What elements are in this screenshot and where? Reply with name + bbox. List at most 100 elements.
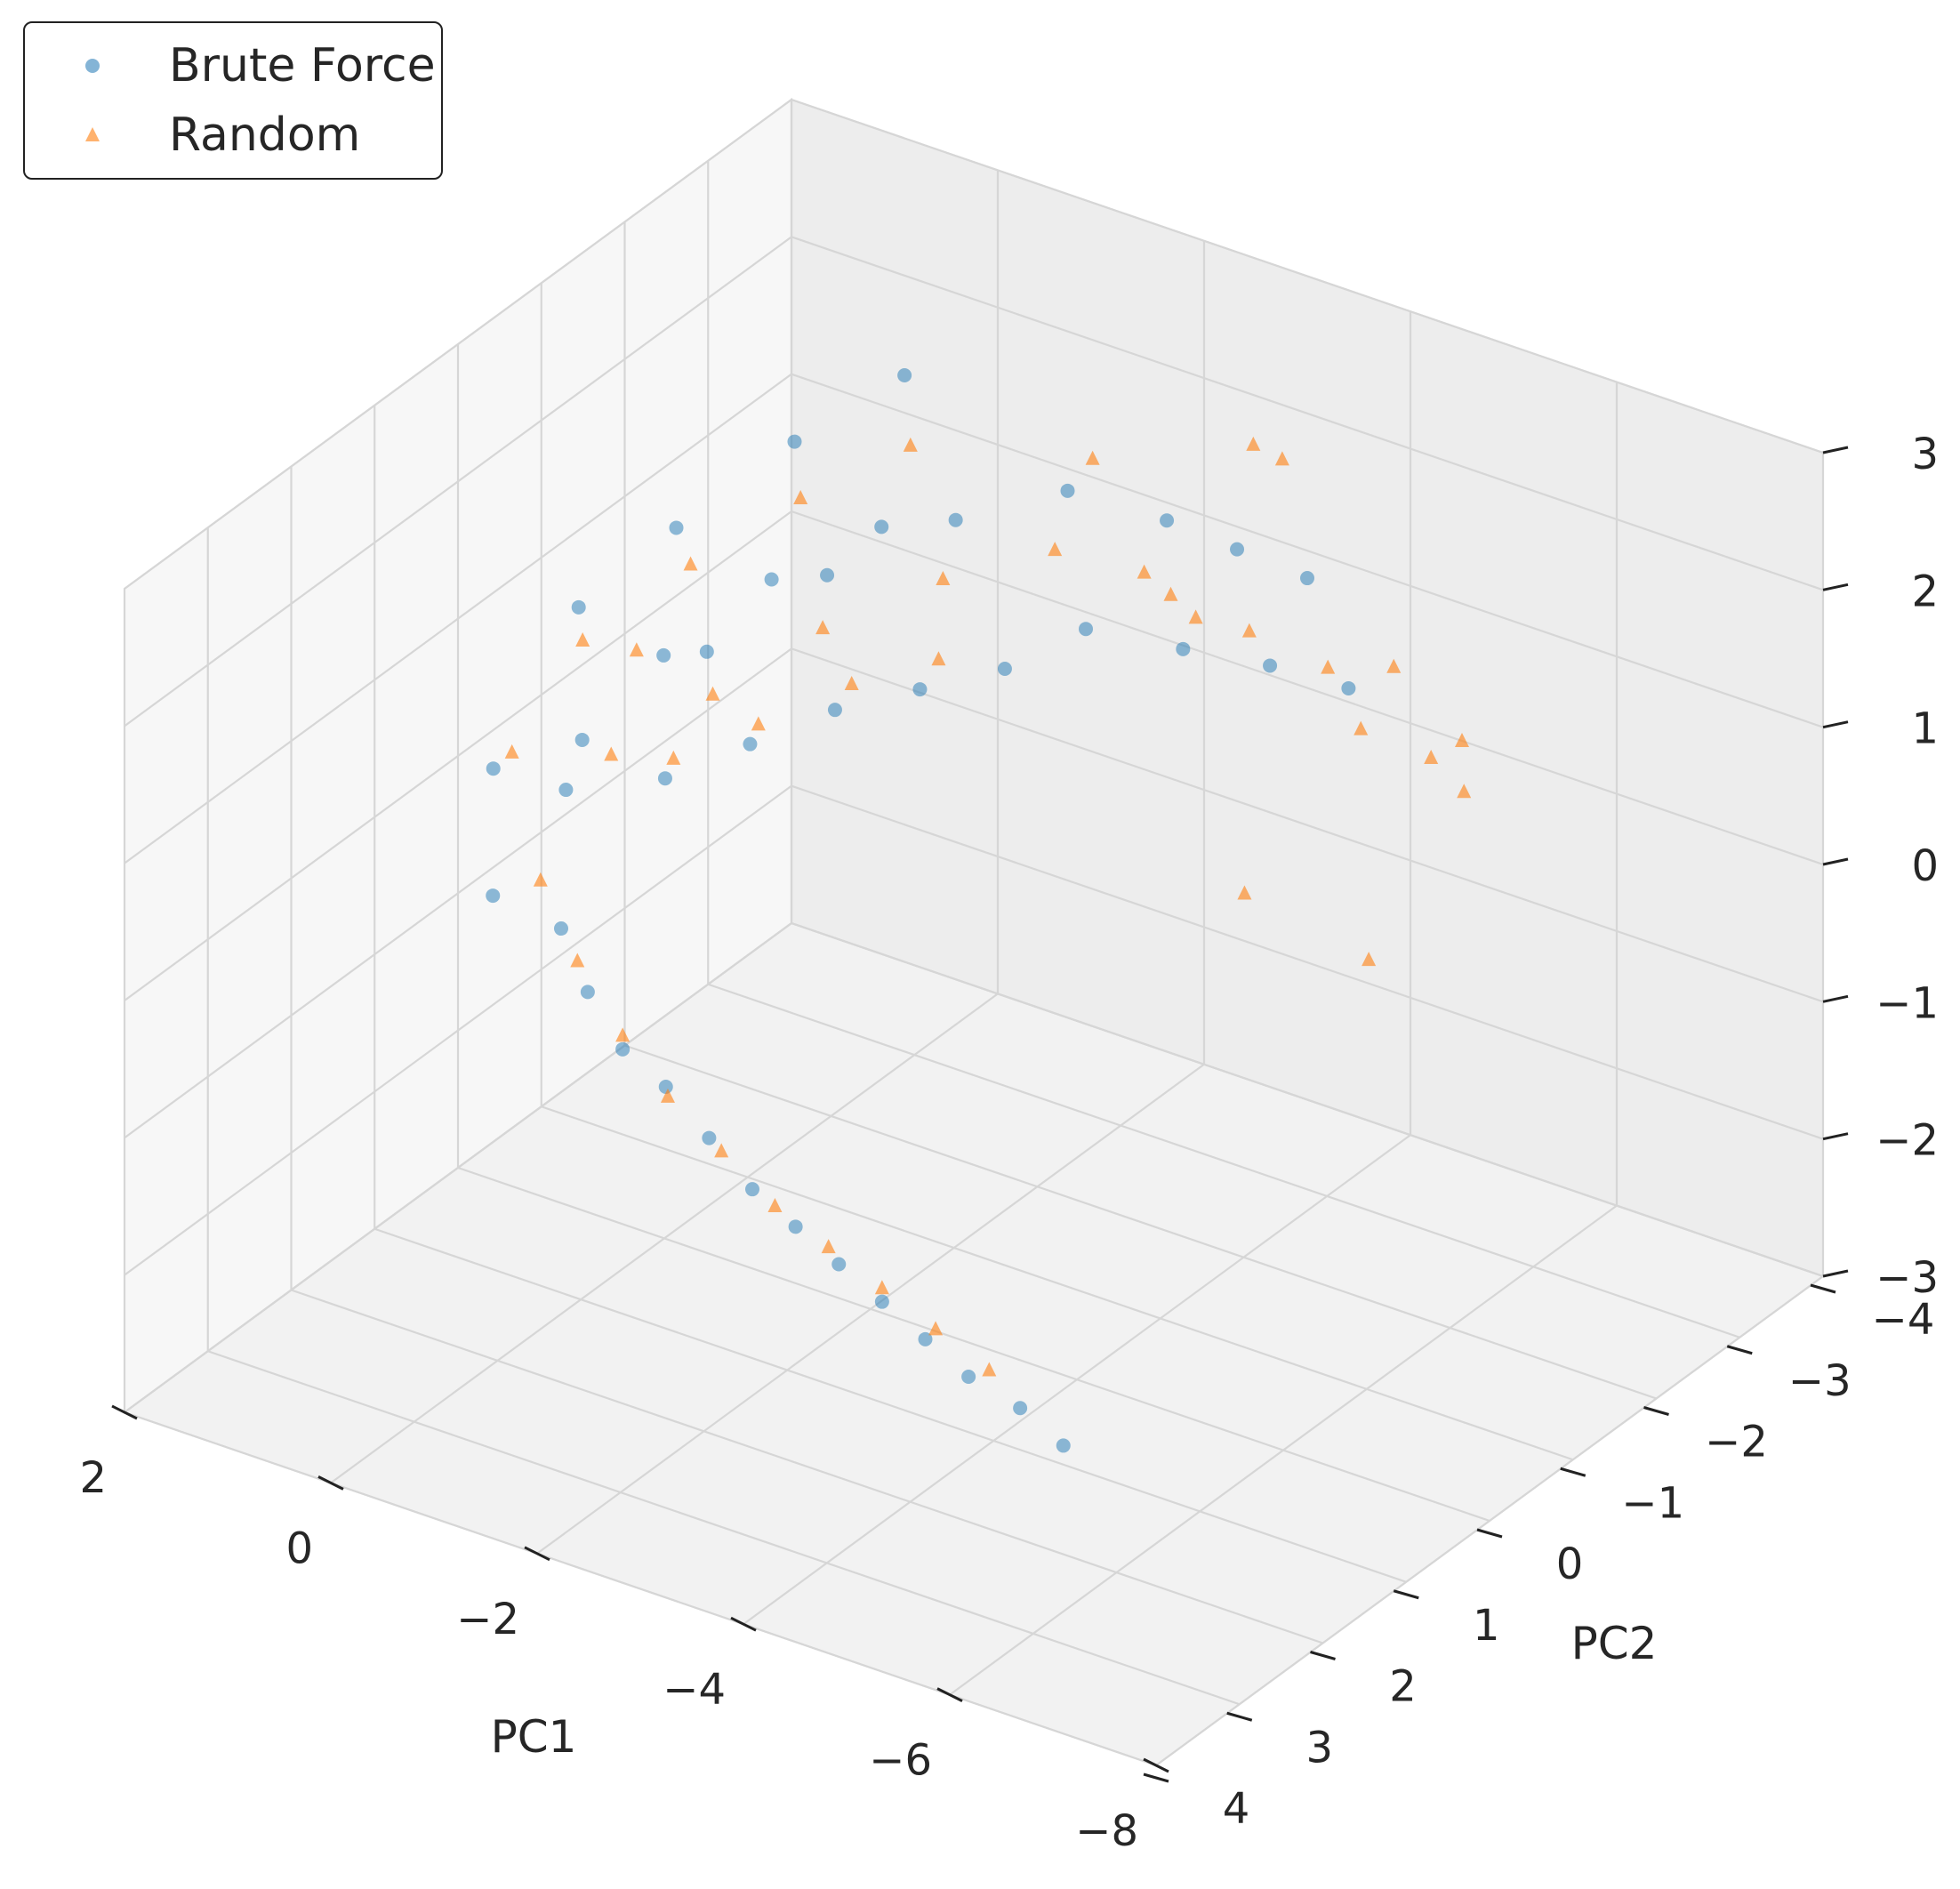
point-brute-force [831, 1257, 847, 1272]
y-tick-label: −1 [1621, 1478, 1684, 1528]
point-brute-force [745, 1182, 759, 1197]
y-tick-mark [1726, 1345, 1753, 1355]
grid-z-rightwall [791, 373, 1824, 728]
point-random [815, 620, 831, 635]
point-brute-force [948, 512, 963, 527]
point-random [751, 716, 766, 731]
point-random [1386, 658, 1402, 673]
grid-z-leftwall [124, 510, 792, 1001]
z-tick-label: 1 [1911, 704, 1939, 754]
point-brute-force [571, 599, 586, 615]
point-brute-force [1079, 622, 1093, 637]
y-tick-mark [1643, 1406, 1669, 1416]
point-random [1241, 623, 1257, 638]
x-tick-mark [1143, 1757, 1169, 1773]
x-tick-label: −2 [456, 1595, 519, 1644]
point-brute-force [1056, 1438, 1071, 1453]
x-tick-label: 0 [285, 1523, 313, 1573]
point-brute-force [580, 985, 595, 1000]
point-random [1321, 659, 1336, 674]
point-brute-force [558, 783, 574, 798]
point-random [1163, 586, 1178, 601]
point-brute-force [918, 1331, 933, 1346]
point-random [1137, 564, 1152, 579]
point-random [660, 1088, 675, 1103]
point-brute-force [1013, 1401, 1028, 1416]
point-random [928, 1321, 944, 1336]
z-tick-mark [1822, 857, 1849, 866]
point-brute-force [486, 761, 501, 776]
y-tick-label: 3 [1305, 1723, 1333, 1772]
grid-z-rightwall [791, 510, 1824, 866]
point-random [1274, 451, 1289, 466]
point-random [1455, 733, 1469, 748]
z-tick-mark [1822, 1132, 1849, 1141]
y-axis-label: PC2 [1571, 1618, 1658, 1669]
y-tick-mark [1560, 1467, 1586, 1477]
point-random [821, 1239, 836, 1254]
point-random [615, 1027, 631, 1042]
point-random [705, 686, 720, 701]
point-random [1188, 609, 1203, 624]
point-brute-force [656, 647, 671, 663]
y-tick-label: −4 [1872, 1295, 1935, 1345]
y-tick-mark [1393, 1589, 1419, 1600]
point-random [982, 1362, 997, 1377]
point-brute-force [658, 1080, 673, 1094]
x-tick-label: −8 [1075, 1806, 1138, 1856]
point-random [575, 631, 590, 647]
grid-z-leftwall [124, 784, 792, 1276]
point-random [1424, 750, 1439, 765]
x-tick-mark [730, 1616, 757, 1632]
y-tick-label: −3 [1788, 1356, 1852, 1406]
point-brute-force [788, 1219, 803, 1234]
x-tick-mark [111, 1404, 138, 1420]
point-random [1085, 450, 1100, 465]
z-tick-mark [1822, 720, 1849, 729]
point-random [533, 872, 548, 887]
point-random [844, 675, 859, 690]
grid-z-rightwall [791, 784, 1824, 1140]
point-brute-force [657, 771, 672, 786]
point-brute-force [1263, 658, 1278, 673]
grid-y-floor [374, 1227, 1407, 1583]
point-random [903, 437, 918, 452]
grid-y-floor [707, 983, 1740, 1338]
grid-z-rightwall [791, 647, 1824, 1003]
point-random [1362, 952, 1377, 967]
x-tick-mark [936, 1687, 963, 1702]
point-brute-force [1230, 542, 1245, 557]
grid-z-leftwall [124, 922, 792, 1413]
point-random [666, 750, 681, 765]
x-tick-label: −4 [663, 1665, 726, 1715]
grid-z-rightwall [791, 98, 1824, 454]
point-brute-force [1300, 571, 1314, 586]
y-tick-label: 0 [1556, 1539, 1584, 1589]
grid-y-floor [291, 1289, 1323, 1644]
grid-z-leftwall [124, 236, 792, 727]
legend-label-brute-force: Brute Force [169, 39, 436, 92]
point-random [604, 746, 619, 761]
circle-marker-icon [85, 59, 100, 73]
point-brute-force [574, 732, 590, 747]
point-brute-force [874, 1294, 889, 1309]
z-tick-label: −1 [1876, 978, 1939, 1028]
point-random [874, 1280, 889, 1295]
point-random [504, 744, 519, 759]
point-random [683, 556, 698, 571]
legend-label-random: Random [169, 109, 361, 162]
point-brute-force [699, 644, 714, 659]
grid-y-floor [541, 1105, 1574, 1461]
point-random [714, 1143, 729, 1158]
point-brute-force [961, 1369, 976, 1384]
point-brute-force [1160, 513, 1175, 528]
grid-y-floor [624, 1044, 1657, 1400]
y-tick-label: −2 [1705, 1418, 1768, 1467]
legend: Brute Force Random [23, 21, 443, 180]
point-random [793, 489, 808, 504]
grid-y-floor [457, 1166, 1490, 1523]
z-tick-label: 0 [1911, 841, 1939, 891]
